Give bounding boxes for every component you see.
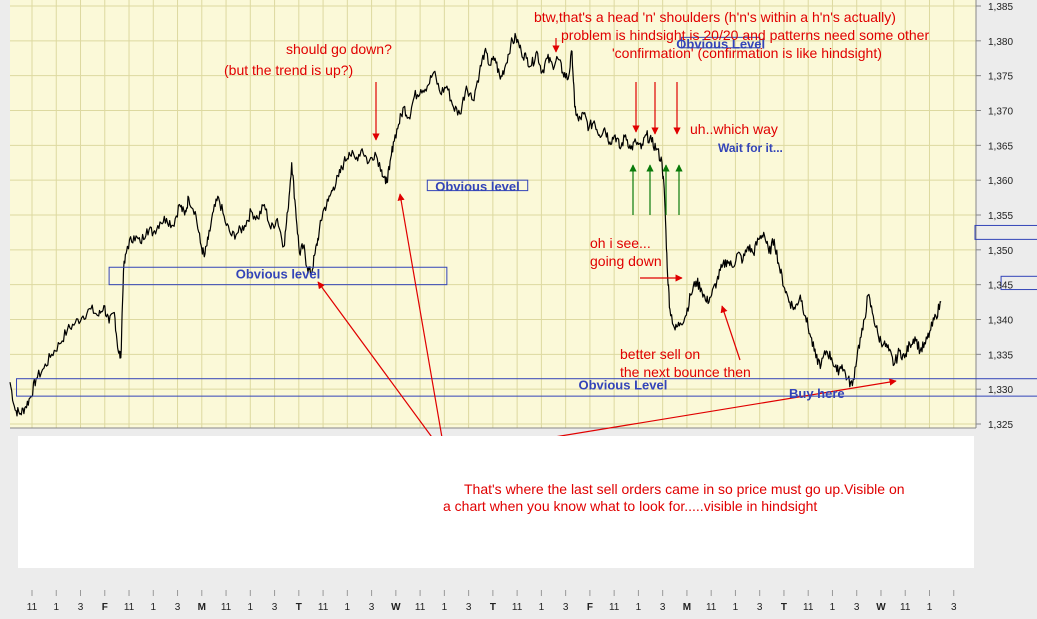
- y-tick-label: 1,375: [988, 72, 1013, 83]
- x-tick-label: 3: [369, 602, 375, 613]
- x-tick-label: M: [198, 602, 206, 613]
- x-tick-label: 3: [272, 602, 278, 613]
- y-tick-label: 1,340: [988, 316, 1013, 327]
- price-line-series-0: [9, 32, 942, 417]
- x-tick-label: 3: [175, 602, 181, 613]
- box-obvious-4-label: Obvious Level: [578, 378, 667, 393]
- y-tick-label: 1,380: [988, 37, 1013, 48]
- y-tick-label: 1,325: [988, 420, 1013, 431]
- box-obvious-1: [108, 266, 448, 286]
- ann-wait: Wait for it...: [718, 141, 783, 155]
- x-tick-label: 1: [53, 602, 59, 613]
- ann-bottom-1: That's where the last sell orders came i…: [464, 481, 905, 497]
- ann-down-1: should go down?: [286, 41, 392, 57]
- x-tick-label: 11: [900, 602, 911, 613]
- grid: [10, 0, 977, 429]
- arrow-sell-orders-1: [317, 281, 446, 456]
- x-tick-label: 1: [248, 602, 254, 613]
- ann-better-2: the next bounce then: [620, 364, 751, 380]
- x-tick-label: 3: [466, 602, 472, 613]
- x-tick-label: 11: [803, 602, 814, 613]
- box-level-5: [1000, 275, 1037, 291]
- x-tick-label: 11: [512, 602, 523, 613]
- x-tick-label: 1: [733, 602, 739, 613]
- ann-which: uh..which way: [690, 121, 778, 137]
- level-boxes: [16, 36, 1037, 397]
- x-tick-label: 1: [927, 602, 933, 613]
- y-tick-label: 1,365: [988, 141, 1013, 152]
- x-tick-label: 1: [345, 602, 351, 613]
- x-tick-label: 3: [78, 602, 84, 613]
- y-tick-label: 1,385: [988, 2, 1013, 13]
- x-tick-label: 3: [757, 602, 763, 613]
- ann-better-1: better sell on: [620, 346, 700, 362]
- y-tick-label: 1,350: [988, 246, 1013, 257]
- buy-here-label: Buy here: [789, 386, 845, 401]
- x-tick-label: 11: [609, 602, 620, 613]
- box-obvious-1-label: Obvious level: [236, 266, 321, 281]
- box-obvious-3: [681, 36, 761, 49]
- price-series: [9, 32, 942, 417]
- x-tick-label: 3: [660, 602, 666, 613]
- x-tick-label: 1: [151, 602, 157, 613]
- ann-bottom-2: a chart when you know what to look for..…: [443, 498, 817, 514]
- x-tick-label: F: [587, 602, 593, 613]
- box-obvious-2: [426, 179, 529, 192]
- x-tick-label: T: [490, 602, 496, 613]
- y-tick-label: 1,345: [988, 281, 1013, 292]
- y-axis: 1,325 1,330 1,335 1,340 1,345 1,350 1,355 1,360…: [976, 2, 1013, 431]
- x-tick-label: 1: [539, 602, 545, 613]
- y-tick-label: 1,335: [988, 350, 1013, 361]
- x-tick-label: 11: [221, 602, 232, 613]
- ann-down-2: (but the trend is up?): [224, 62, 353, 78]
- x-tick-label: T: [781, 602, 787, 613]
- box-obvious-3-label: Obvious Level: [676, 36, 765, 51]
- x-tick-label: 11: [706, 602, 717, 613]
- y-tick-label: 1,370: [988, 107, 1013, 118]
- box-obvious-4: [16, 378, 1037, 397]
- x-tick-label: W: [391, 602, 401, 613]
- x-tick-label: W: [876, 602, 886, 613]
- y-tick-label: 1,355: [988, 211, 1013, 222]
- box-sell: [974, 224, 1037, 240]
- ann-see-1: oh i see...: [590, 235, 651, 251]
- x-tick-label: 1: [442, 602, 448, 613]
- annotation-panel: [18, 436, 974, 568]
- x-tick-label: 1: [636, 602, 642, 613]
- ann-hns-1: btw,that's a head 'n' shoulders (h'n's w…: [534, 9, 896, 25]
- y-tick-label: 1,360: [988, 176, 1013, 187]
- ann-hns-3: 'confirmation' (confirmation is like hin…: [612, 45, 882, 61]
- x-tick-label: 3: [563, 602, 569, 613]
- x-axis: 11 1 3 F 11 1 3 M 11 1 3 T 11 1 3 W 11 1 3 T 11 1 3 F 11 1 3 M 11 1 3 T…: [27, 590, 957, 613]
- x-tick-label: 11: [318, 602, 329, 613]
- x-tick-label: 3: [854, 602, 860, 613]
- x-tick-label: 11: [124, 602, 135, 613]
- arrow-better-sell: [720, 305, 741, 361]
- x-tick-label: 1: [830, 602, 836, 613]
- x-tick-label: F: [102, 602, 108, 613]
- x-tick-label: 11: [27, 602, 38, 613]
- x-tick-label: M: [683, 602, 691, 613]
- x-tick-label: 3: [951, 602, 957, 613]
- y-tick-label: 1,330: [988, 385, 1013, 396]
- x-tick-label: T: [296, 602, 302, 613]
- x-tick-label: 11: [415, 602, 426, 613]
- ann-hns-2: problem is hindsight is 20/20 and patter…: [561, 27, 929, 43]
- box-obvious-2-label: Obvious level: [435, 179, 520, 194]
- arrow-sell-orders-2: [397, 193, 446, 456]
- annotation-text: Obvious level Obvious level Obvious Level O…: [224, 9, 929, 514]
- ann-see-2: going down: [590, 253, 662, 269]
